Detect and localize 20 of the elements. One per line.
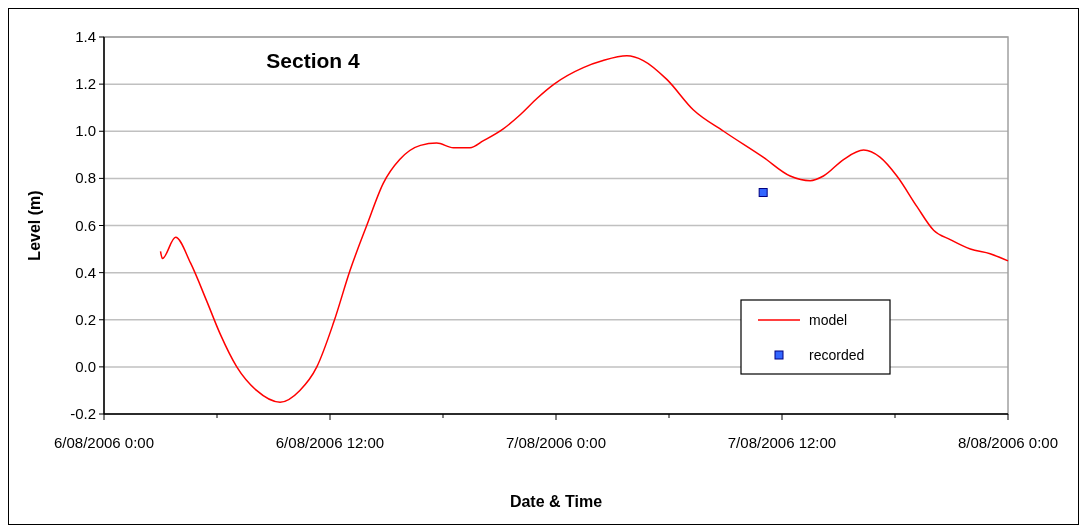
y-tick-label: 0.2 — [75, 310, 96, 328]
y-tick-label: 0.0 — [75, 357, 96, 375]
y-tick-label: 0.4 — [75, 263, 96, 281]
y-tick-label: -0.2 — [70, 405, 96, 422]
x-tick-label: 7/08/2006 12:00 — [727, 434, 837, 451]
y-tick-label: 1.2 — [75, 75, 96, 93]
legend-label: recorded — [809, 347, 865, 363]
x-tick-label: 7/08/2006 0:00 — [505, 434, 607, 451]
y-tick-label: 0.8 — [75, 169, 96, 187]
text: Section 4 — [266, 49, 360, 72]
line-series — [159, 55, 1009, 403]
y-tick-label: 1.0 — [75, 122, 96, 140]
y-tick-label: 0.6 — [75, 216, 96, 234]
y-axis-title: Level (m) — [26, 190, 43, 261]
y-tick-label: 1.4 — [75, 28, 96, 45]
x-axis-title: Date & Time — [509, 493, 603, 510]
legend-label: model — [809, 312, 848, 328]
x-tick-label: 6/08/2006 12:00 — [275, 434, 385, 451]
x-tick-label: 6/08/2006 0:00 — [53, 434, 155, 451]
x-tick-label: 8/08/2006 0:00 — [957, 434, 1059, 451]
